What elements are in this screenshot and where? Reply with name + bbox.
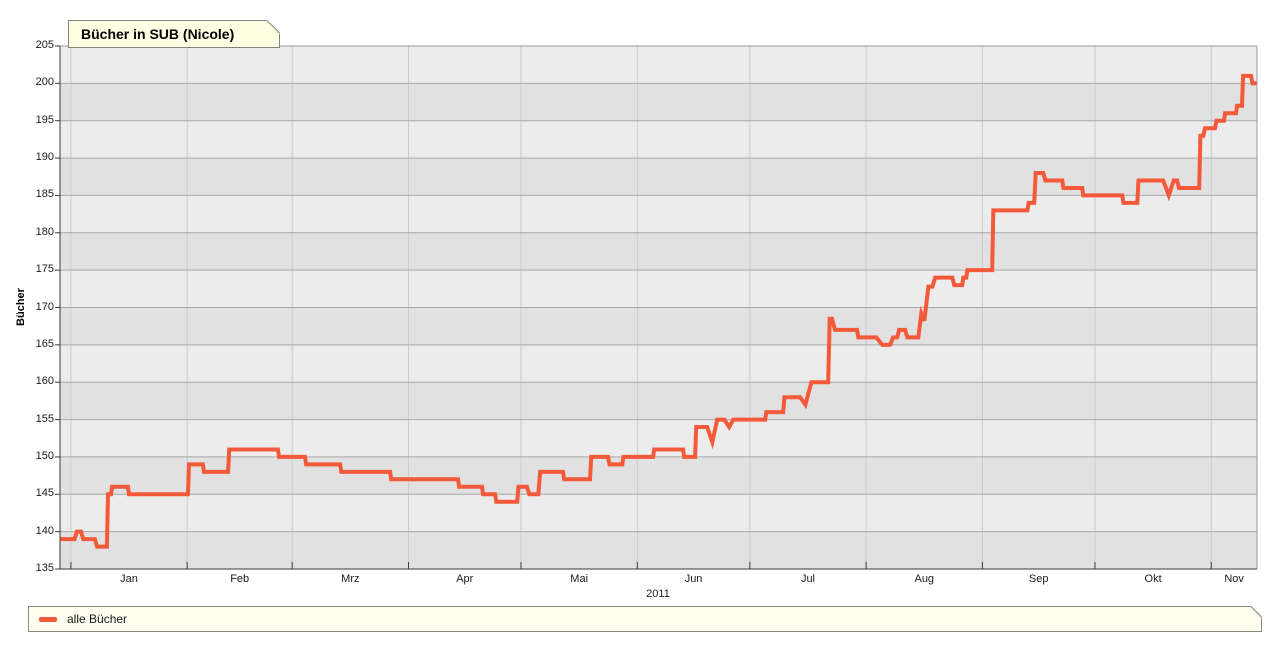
plot-band [60,46,1257,84]
x-axis-year-label: 2011 [646,588,670,600]
plot-band [60,120,1257,159]
y-tick-label: 135 [35,562,54,574]
legend-line-swatch-icon [39,616,57,622]
plot-band [60,382,1257,420]
data-line-alle-buecher [60,73,1257,549]
x-tick-label: Mrz [341,573,360,585]
x-tick-label: Jul [800,573,815,585]
x-tick-label: Apr [456,573,474,585]
y-tick-label: 165 [35,337,54,350]
plot-band [60,307,1257,345]
tab-fold-corner-decoration [266,20,280,34]
legend: alle Bücher [28,606,1262,632]
x-tick-label: Mai [570,573,589,585]
y-tick-label: 145 [35,487,54,500]
y-tick-label: 185 [35,188,54,201]
x-tick-label: Nov [1224,573,1244,585]
y-tick-label: 195 [35,113,54,126]
plot-band [60,158,1257,196]
chart-title-tab[interactable]: Bücher in SUB (Nicole) [68,20,280,48]
x-tick-label: Okt [1144,573,1162,585]
plot-band [60,232,1257,271]
plot-band [60,531,1257,569]
y-tick-label: 200 [35,76,54,89]
y-tick-label: 160 [35,375,54,388]
x-tick-label: Jan [120,573,138,585]
legend-item: alle Bücher [39,607,127,631]
y-tick-label: 205 [35,39,54,51]
y-tick-label: 140 [35,524,54,537]
x-tick-label: Jun [684,573,703,585]
legend-fold-corner-decoration [1250,606,1262,618]
plot-band [60,195,1257,233]
y-tick-label: 155 [35,412,54,425]
legend-label: alle Bücher [67,612,128,626]
plot-band [60,344,1257,383]
chart-title: Bücher in SUB (Nicole) [81,26,235,42]
plot-band [60,456,1257,495]
plot-band [60,83,1257,121]
plot-band [60,270,1257,308]
y-tick-label: 175 [35,263,54,276]
x-tick-label: Sep [1028,573,1049,585]
y-tick-label: 190 [35,151,54,164]
y-tick-label: 180 [35,225,54,238]
y-tick-label: 150 [35,449,54,462]
x-tick-label: Feb [230,573,250,585]
plot-band [60,494,1257,532]
x-tick-label: Aug [914,573,935,585]
y-tick-label: 170 [35,300,54,313]
